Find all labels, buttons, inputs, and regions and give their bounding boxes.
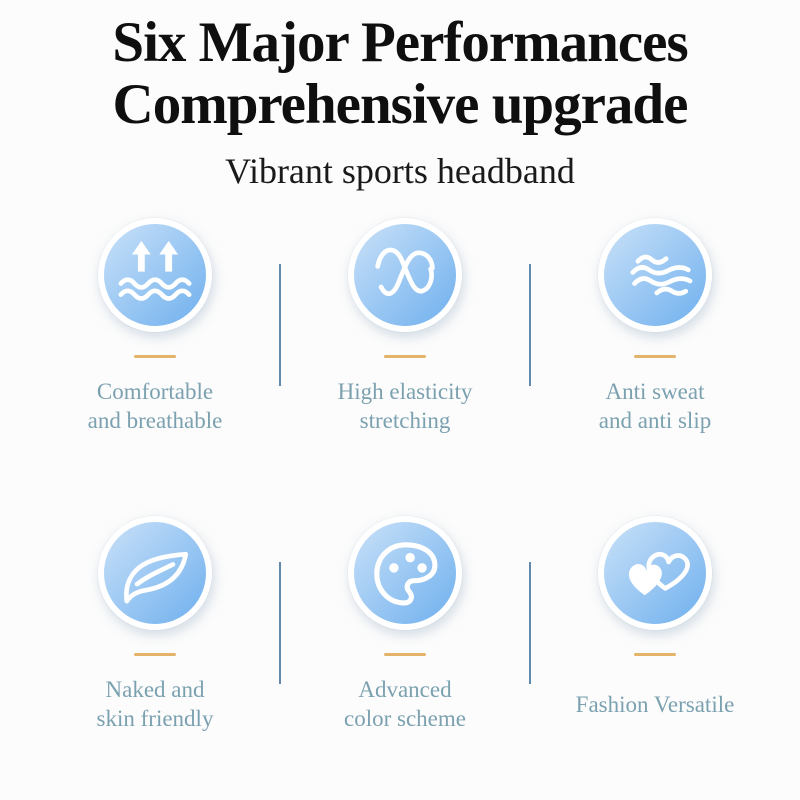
feature-row-1: Comfortable and breathable High elastici… <box>30 218 780 438</box>
gold-underline <box>134 653 176 657</box>
color-palette-icon <box>374 542 438 606</box>
feature-label: Anti sweat and anti slip <box>598 379 712 434</box>
features-grid: Comfortable and breathable High elastici… <box>5 218 800 736</box>
breathe-arrows-waves-icon <box>118 240 192 301</box>
column-divider <box>279 264 281 387</box>
water-flow-waves-icon <box>630 254 693 296</box>
page-subtitle: Vibrant sports headband <box>225 151 575 192</box>
gold-underline <box>384 653 426 657</box>
feature-label: Comfortable and breathable <box>87 379 223 434</box>
gold-underline <box>634 355 676 359</box>
gold-underline <box>134 355 176 359</box>
title-line-1: Six Major Performances <box>112 11 688 74</box>
column-divider <box>529 562 531 685</box>
feature-icon-circle <box>598 516 712 631</box>
column-divider <box>279 562 281 685</box>
feature-card-skin-friendly: Naked and skin friendly <box>30 516 280 736</box>
column-divider <box>529 264 531 387</box>
page-title: Six Major Performances Comprehensive upg… <box>0 12 800 135</box>
double-hearts-icon <box>628 552 690 596</box>
gold-underline <box>384 355 426 359</box>
feature-label: Fashion Versatile <box>575 691 735 717</box>
feature-card-fashion: Fashion Versatile <box>530 516 780 736</box>
feature-label: Advanced color scheme <box>344 677 466 732</box>
feature-icon-circle <box>98 218 212 333</box>
gold-underline <box>634 653 676 657</box>
feature-label: Naked and skin friendly <box>96 677 214 732</box>
feature-icon-circle <box>598 218 712 333</box>
feature-card-antisweat: Anti sweat and anti slip <box>530 218 780 438</box>
feature-card-color-scheme: Advanced color scheme <box>280 516 530 736</box>
elastic-wave-icon <box>375 247 435 297</box>
feature-icon-circle <box>98 516 212 631</box>
feature-icon-circle <box>348 516 462 631</box>
title-line-2: Comprehensive upgrade <box>112 72 689 136</box>
feature-icon-circle <box>348 218 462 333</box>
feature-card-elasticity: High elasticity stretching <box>280 218 530 438</box>
feature-row-2: Naked and skin friendly Advanced color s… <box>30 516 780 736</box>
header: Six Major Performances Comprehensive upg… <box>0 0 800 192</box>
feature-card-breathable: Comfortable and breathable <box>30 218 280 438</box>
leaf-icon <box>124 551 189 604</box>
feature-label: High elasticity stretching <box>337 379 473 434</box>
